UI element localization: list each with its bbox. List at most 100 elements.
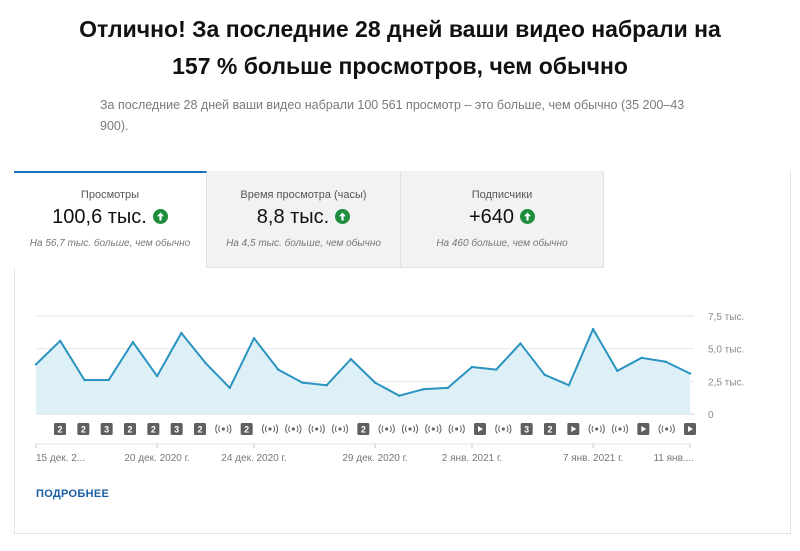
video-count-label: 2	[547, 425, 552, 435]
live-icon-arc	[591, 425, 594, 433]
video-count-marker	[54, 423, 66, 435]
live-icon-arc	[273, 425, 276, 433]
y-tick-label: 0	[708, 410, 714, 421]
headline: Отлично! За последние 28 дней ваши видео…	[0, 11, 800, 85]
data-point	[470, 365, 474, 369]
live-icon-arc	[389, 425, 392, 433]
live-icon-arc	[436, 425, 439, 433]
tab-watch-time-value: 8,8 тыс.	[256, 206, 330, 228]
tab-watch-time-label: Время просмотра (часы)	[240, 189, 367, 201]
live-icon-arc	[658, 424, 662, 434]
live-icon-arc	[345, 424, 349, 434]
video-count-label: 2	[57, 425, 62, 435]
live-icon-arc	[285, 424, 288, 434]
x-tick-label: 7 янв. 2021 г.	[563, 453, 623, 464]
tab-views-label: Просмотры	[80, 189, 140, 201]
x-tick-label: 15 дек. 2...	[36, 453, 85, 464]
data-point	[567, 384, 571, 387]
data-point	[59, 339, 62, 343]
live-icon-arc	[625, 424, 629, 434]
live-icon-arc	[498, 425, 501, 433]
live-icon-arc	[451, 425, 454, 433]
more-details-link[interactable]: ПОДРОБНЕЕ	[36, 488, 110, 500]
live-icon	[315, 427, 319, 431]
tab-subscribers[interactable]: Подписчики +640 На 460 больше, чем обычн…	[401, 171, 604, 268]
data-point	[543, 373, 546, 376]
data-point	[688, 372, 692, 375]
live-icon	[455, 427, 459, 431]
live-icon-arc	[381, 425, 384, 433]
live-icon-arc	[495, 424, 498, 434]
y-tick-label: 2,5 тыс.	[708, 377, 744, 388]
data-point	[204, 361, 207, 365]
live-icon-arc	[331, 424, 335, 434]
live-icon	[338, 427, 342, 431]
live-icon-arc	[448, 424, 452, 434]
live-icon-arc	[669, 425, 672, 433]
arrow-up-icon	[520, 209, 536, 224]
video-count-marker	[170, 423, 183, 435]
metric-tabs: Просмотры 100,6 тыс. На 56,7 тыс. больше…	[14, 171, 789, 268]
tab-subscribers-label: Подписчики	[471, 189, 533, 201]
video-count-label: 2	[81, 425, 86, 435]
data-point	[34, 363, 38, 366]
video-count-marker	[100, 423, 113, 435]
play-icon-glyph	[688, 426, 693, 432]
data-point	[155, 374, 159, 378]
live-icon-arc	[404, 425, 407, 433]
live-icon-arc	[319, 425, 322, 433]
live-icon-arc	[322, 424, 325, 434]
live-icon-arc	[215, 424, 218, 434]
data-point	[301, 381, 304, 384]
data-point	[398, 394, 401, 397]
video-count-label: 2	[151, 425, 156, 435]
live-icon-arc	[462, 424, 465, 434]
live-icon-arc	[288, 425, 291, 433]
data-point	[495, 368, 498, 371]
live-icon-arc	[588, 424, 592, 434]
live-icon-arc	[392, 424, 395, 434]
data-point	[446, 386, 449, 390]
data-point	[616, 369, 619, 373]
live-icon	[221, 427, 225, 431]
video-count-label: 2	[127, 425, 132, 435]
live-icon-arc	[413, 425, 416, 433]
tab-views-note: На 56,7 тыс. больше, чем обычно	[29, 238, 191, 249]
live-icon-arc	[506, 425, 509, 433]
live-icon-arc	[296, 425, 299, 433]
data-point	[664, 360, 667, 363]
live-icon-arc	[343, 425, 346, 433]
live-icon-arc	[264, 425, 267, 433]
live-icon-arc	[334, 425, 337, 433]
series-line	[35, 328, 691, 397]
video-count-marker	[77, 423, 90, 435]
live-icon-arc	[415, 424, 419, 434]
live-icon-arc	[218, 425, 221, 433]
data-point	[180, 331, 183, 335]
video-count-marker	[124, 423, 136, 435]
data-point	[83, 378, 86, 382]
live-icon-arc	[459, 425, 462, 433]
live-icon	[291, 427, 295, 431]
tab-views[interactable]: Просмотры 100,6 тыс. На 56,7 тыс. больше…	[14, 171, 207, 268]
live-icon-arc	[672, 424, 675, 434]
live-icon-arc	[508, 424, 512, 434]
x-tick-label: 2 янв. 2021 г.	[442, 453, 502, 464]
live-icon-arc	[428, 425, 431, 433]
x-tick-label: 11 янв....	[653, 453, 694, 464]
live-icon-arc	[438, 424, 442, 434]
live-icon-arc	[308, 424, 312, 434]
tab-subscribers-note: На 460 больше, чем обычно	[436, 238, 568, 249]
live-icon	[501, 427, 505, 431]
live-icon	[431, 427, 435, 431]
video-count-marker	[544, 423, 556, 435]
tab-watch-time[interactable]: Время просмотра (часы) 8,8 тыс. На 4,5 т…	[207, 171, 401, 268]
live-icon-arc	[298, 424, 302, 434]
data-point	[325, 384, 328, 387]
video-count-marker	[194, 423, 206, 435]
live-icon-arc	[614, 425, 617, 433]
data-point	[228, 386, 231, 390]
live-icon-arc	[378, 424, 382, 434]
play-icon-glyph	[641, 426, 647, 432]
